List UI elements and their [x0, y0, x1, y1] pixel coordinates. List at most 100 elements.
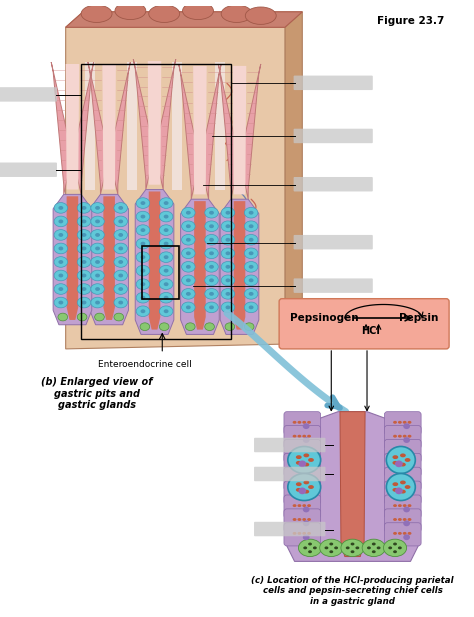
Ellipse shape [58, 260, 63, 264]
Ellipse shape [303, 453, 309, 457]
Ellipse shape [298, 504, 301, 507]
Ellipse shape [114, 313, 124, 321]
Ellipse shape [386, 447, 415, 473]
Ellipse shape [140, 255, 146, 259]
Ellipse shape [82, 233, 86, 237]
Polygon shape [66, 64, 79, 189]
Ellipse shape [140, 269, 146, 273]
Ellipse shape [91, 202, 104, 213]
Ellipse shape [221, 221, 235, 231]
Ellipse shape [136, 198, 150, 209]
Ellipse shape [186, 251, 191, 255]
FancyBboxPatch shape [384, 467, 421, 491]
Ellipse shape [159, 252, 173, 262]
Ellipse shape [136, 211, 150, 222]
FancyBboxPatch shape [284, 481, 320, 504]
Ellipse shape [205, 275, 219, 286]
Ellipse shape [159, 292, 173, 303]
Ellipse shape [58, 300, 63, 304]
Ellipse shape [58, 287, 63, 291]
Ellipse shape [140, 309, 146, 313]
Ellipse shape [292, 435, 297, 437]
Ellipse shape [54, 270, 68, 281]
Ellipse shape [298, 518, 301, 521]
Ellipse shape [296, 461, 301, 465]
Ellipse shape [114, 243, 128, 254]
Ellipse shape [221, 5, 252, 22]
Ellipse shape [299, 460, 306, 467]
FancyBboxPatch shape [254, 466, 326, 481]
FancyBboxPatch shape [384, 439, 421, 463]
Ellipse shape [82, 287, 86, 291]
Ellipse shape [299, 487, 306, 494]
FancyBboxPatch shape [293, 129, 373, 143]
Ellipse shape [95, 300, 100, 304]
Ellipse shape [302, 435, 306, 437]
Ellipse shape [302, 449, 306, 452]
FancyBboxPatch shape [384, 426, 421, 449]
Ellipse shape [403, 479, 410, 484]
Ellipse shape [186, 278, 191, 282]
Ellipse shape [245, 248, 258, 259]
Ellipse shape [408, 463, 411, 465]
Ellipse shape [377, 547, 381, 549]
Ellipse shape [372, 550, 376, 553]
Text: (c) Location of the HCl-producing parietal
cells and pepsin-secreting chief cell: (c) Location of the HCl-producing pariet… [251, 576, 454, 606]
Ellipse shape [398, 476, 402, 479]
Ellipse shape [140, 282, 146, 286]
Ellipse shape [245, 323, 254, 331]
Ellipse shape [182, 234, 195, 245]
Polygon shape [66, 27, 285, 349]
FancyBboxPatch shape [254, 438, 326, 452]
Ellipse shape [209, 238, 214, 242]
Ellipse shape [226, 211, 230, 215]
Ellipse shape [292, 518, 297, 521]
Ellipse shape [226, 278, 230, 282]
Ellipse shape [136, 306, 150, 317]
Ellipse shape [307, 518, 311, 521]
Ellipse shape [296, 488, 301, 492]
Ellipse shape [400, 490, 406, 494]
Ellipse shape [408, 518, 411, 521]
Ellipse shape [118, 206, 123, 210]
Ellipse shape [114, 284, 128, 294]
Text: (b) Enlarged view of
gastric pits and
gastric glands: (b) Enlarged view of gastric pits and ga… [41, 377, 152, 410]
Ellipse shape [159, 238, 173, 249]
Ellipse shape [403, 421, 407, 424]
Ellipse shape [393, 518, 397, 521]
FancyBboxPatch shape [384, 495, 421, 518]
FancyBboxPatch shape [279, 299, 449, 349]
Ellipse shape [164, 201, 169, 205]
Ellipse shape [58, 220, 63, 223]
Ellipse shape [77, 216, 91, 226]
Polygon shape [53, 194, 92, 325]
Ellipse shape [393, 421, 397, 424]
Ellipse shape [140, 323, 150, 331]
Polygon shape [133, 59, 176, 189]
Ellipse shape [292, 476, 297, 479]
Ellipse shape [341, 539, 364, 557]
Ellipse shape [54, 216, 68, 226]
Ellipse shape [298, 476, 301, 479]
Ellipse shape [118, 260, 123, 264]
Polygon shape [285, 412, 420, 561]
Ellipse shape [182, 289, 195, 299]
Ellipse shape [362, 539, 385, 557]
Ellipse shape [118, 273, 123, 278]
Polygon shape [51, 62, 94, 194]
Ellipse shape [58, 273, 63, 278]
Ellipse shape [185, 323, 195, 331]
Ellipse shape [54, 202, 68, 213]
Ellipse shape [209, 225, 214, 228]
Ellipse shape [54, 243, 68, 254]
Polygon shape [103, 196, 115, 320]
Ellipse shape [296, 482, 301, 486]
FancyBboxPatch shape [293, 177, 373, 191]
Ellipse shape [114, 270, 128, 281]
Ellipse shape [91, 284, 104, 294]
Ellipse shape [182, 275, 195, 286]
Ellipse shape [403, 518, 407, 521]
Ellipse shape [307, 421, 311, 424]
Ellipse shape [182, 207, 195, 218]
Ellipse shape [140, 215, 146, 218]
